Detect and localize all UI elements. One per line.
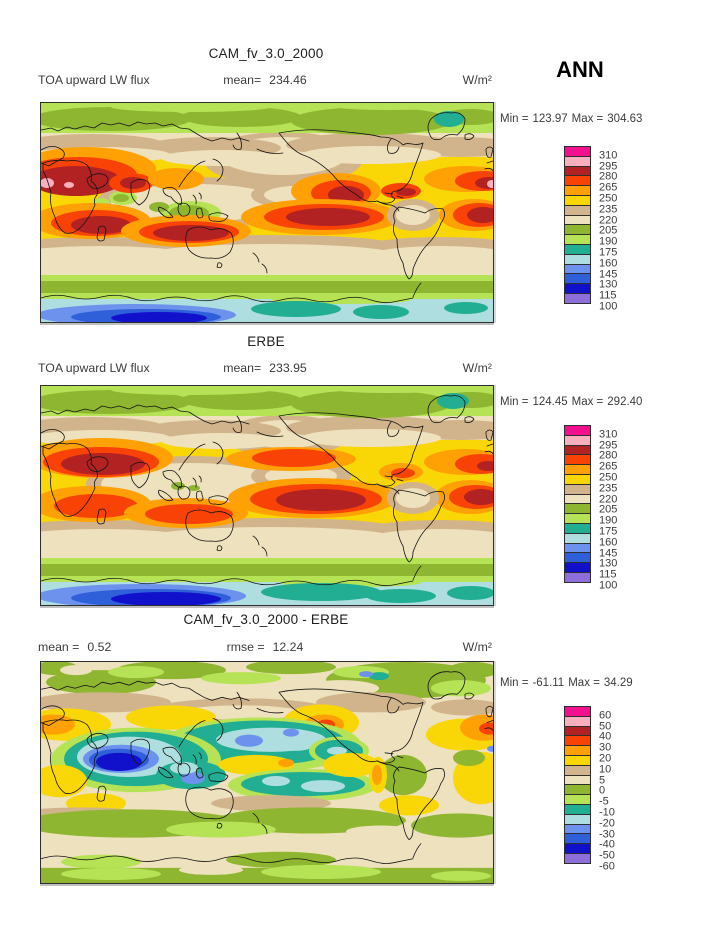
colorbar-tick-label: 220 (599, 492, 618, 505)
colorbar-tick-label: 265 (599, 181, 618, 194)
colorbar-tick-label: 60 (599, 709, 612, 722)
colorbar-swatch (564, 852, 591, 864)
map-cam-fill-layers (41, 103, 493, 322)
colorbar-tick-label: -40 (599, 838, 615, 851)
colorbar-tick-label: 295 (599, 438, 618, 451)
colorbar-tick-label: 160 (599, 257, 618, 270)
colorbar-tick-label: -20 (599, 817, 615, 830)
panel1-minmax: Min = 123.97 Max = 304.63 (500, 113, 643, 125)
panel2-variable-label: TOA upward LW flux (38, 361, 150, 375)
colorbar-tick-label: 235 (599, 482, 618, 495)
map-difference-fill-layers (41, 662, 493, 883)
map-difference (40, 661, 494, 884)
colorbar-tick-label: 265 (599, 460, 618, 473)
colorbar-tick-label: -10 (599, 806, 615, 819)
colorbar-tick-label: -50 (599, 849, 615, 862)
panel1-colorbar: 310 295 280 265 250 235 220 205 190 175 160 145 130 1… (564, 146, 617, 312)
colorbar-tick-label: 10 (599, 763, 612, 776)
colorbar-tick-label: 280 (599, 170, 618, 183)
panel2-mean: mean= 233.95 (223, 361, 307, 375)
map-difference-svg (41, 662, 493, 883)
panel3-colorbar: 60 50 40 30 20 10 5 0 -5 -10 -20 -30 -40 -50 -60 (564, 706, 615, 872)
colorbar-tick-label: 250 (599, 471, 618, 484)
colorbar-tick-label: 205 (599, 224, 618, 237)
panel3-subtitle-row: mean = 0.52 rmse = 12.24 W/m² (38, 640, 492, 654)
panel3-rmse: rmse = 12.24 (226, 640, 304, 654)
colorbar-tick-label: 205 (599, 503, 618, 516)
colorbar-tick-label: -30 (599, 827, 615, 840)
panel2-colorbar: 310 295 280 265 250 235 220 205 190 175 160 145 130 1… (564, 425, 617, 591)
panel3-title: CAM_fv_3.0_2000 - ERBE (183, 612, 349, 627)
map-erbe-svg (41, 386, 493, 605)
colorbar-tick-label: -5 (599, 795, 609, 808)
colorbar-tick-label: 100 (599, 300, 618, 313)
colorbar-tick-label: 0 (599, 784, 606, 797)
panel2-title: ERBE (247, 334, 285, 349)
colorbar-tick-label: 130 (599, 557, 618, 570)
colorbar-tick-label: 295 (599, 159, 618, 172)
colorbar-tick-label: 175 (599, 246, 618, 259)
panel1-title: CAM_fv_3.0_2000 (208, 46, 324, 61)
colorbar-tick-label: 130 (599, 278, 618, 291)
map-cam-model (40, 102, 494, 323)
map-erbe (40, 385, 494, 606)
panel1-subtitle-row: TOA upward LW flux mean= 234.46 W/m² (38, 73, 492, 87)
colorbar-tick-label: 5 (599, 773, 606, 786)
colorbar-tick-label: 160 (599, 536, 618, 549)
panel1-units-label: W/m² (462, 73, 492, 87)
panel3-units-label: W/m² (462, 640, 492, 654)
colorbar-tick-label: 190 (599, 514, 618, 527)
panel1-variable-label: TOA upward LW flux (38, 73, 150, 87)
colorbar-tick-label: 175 (599, 525, 618, 538)
panel3-minmax: Min = -61.11 Max = 34.29 (500, 677, 633, 689)
colorbar-tick-label: 220 (599, 213, 618, 226)
panel2-minmax: Min = 124.45 Max = 292.40 (500, 396, 643, 408)
panel2-units-label: W/m² (462, 361, 492, 375)
colorbar-swatch (564, 571, 591, 583)
map-cam-model-svg (41, 103, 493, 322)
panel1-mean: mean= 234.46 (223, 73, 307, 87)
panel3-mean: mean = 0.52 (38, 640, 112, 654)
colorbar-swatch (564, 292, 591, 304)
colorbar-tick-label: 30 (599, 741, 612, 754)
panel2-subtitle-row: TOA upward LW flux mean= 233.95 W/m² (38, 361, 492, 375)
colorbar-tick-label: 100 (599, 579, 618, 592)
colorbar-tick-label: 145 (599, 546, 618, 559)
colorbar-tick-label: 280 (599, 449, 618, 462)
colorbar-tick-label: 115 (599, 568, 617, 581)
map-erbe-fill-layers (41, 386, 493, 605)
colorbar-tick-label: 40 (599, 730, 612, 743)
colorbar-tick-label: 190 (599, 235, 618, 248)
colorbar-tick-label: 250 (599, 192, 618, 205)
colorbar-tick-label: 235 (599, 203, 618, 216)
colorbar-tick-label: -60 (599, 860, 615, 873)
colorbar-tick-label: 20 (599, 752, 612, 765)
colorbar-tick-label: 50 (599, 719, 612, 732)
colorbar-tick-label: 310 (599, 428, 618, 441)
season-label: ANN (556, 57, 604, 82)
colorbar-tick-label: 145 (599, 267, 618, 280)
colorbar-tick-label: 115 (599, 289, 617, 302)
colorbar-tick-label: 310 (599, 149, 618, 162)
